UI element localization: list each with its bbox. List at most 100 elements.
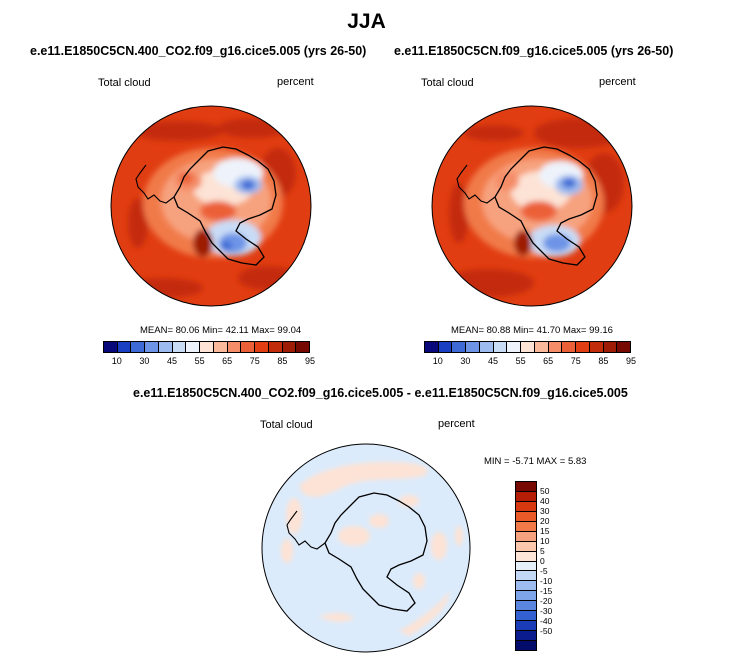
panel-1-title: e.e11.E1850C5CN.400_CO2.f09_g16.cice5.00… bbox=[30, 44, 367, 58]
colorbar-swatch bbox=[521, 342, 535, 352]
colorbar-tick-label: -5 bbox=[540, 566, 548, 576]
panel-2-units-label: percent bbox=[599, 76, 636, 88]
panel-1-max-value: 99.04 bbox=[277, 325, 302, 336]
colorbar-tick-label: 75 bbox=[249, 356, 260, 366]
colorbar-tick-label: -15 bbox=[540, 586, 553, 596]
colorbar-swatch bbox=[516, 601, 536, 612]
colorbar-swatch bbox=[172, 342, 187, 352]
panel-2-variable-label: Total cloud bbox=[421, 77, 474, 89]
colorbar-swatch bbox=[255, 342, 269, 352]
diff-polar-map bbox=[261, 443, 471, 653]
colorbar-swatch bbox=[516, 571, 536, 582]
colorbar-swatch bbox=[617, 342, 631, 352]
colorbar-tick-label: -50 bbox=[540, 626, 553, 636]
colorbar-swatch bbox=[516, 641, 536, 650]
colorbar-tick-label: 40 bbox=[540, 496, 550, 506]
colorbar-swatch bbox=[104, 342, 118, 352]
colorbar-swatch bbox=[296, 342, 310, 352]
diff-max-label: MAX = bbox=[536, 456, 566, 467]
diff-min-label: MIN = bbox=[484, 456, 510, 467]
colorbar-tick-label: 95 bbox=[304, 356, 316, 366]
panel-2-max-value: 99.16 bbox=[589, 325, 613, 336]
panel-2-title: e.e11.E1850C5CN.f09_g16.cice5.005 (yrs 2… bbox=[394, 44, 674, 58]
colorbar-tick-label: 15 bbox=[540, 526, 550, 536]
panel-2-mean-label: MEAN= bbox=[451, 325, 484, 336]
colorbar-tick-label: 85 bbox=[598, 356, 609, 366]
panel-1-units-label: percent bbox=[277, 76, 314, 88]
colorbar-swatch bbox=[479, 342, 494, 352]
panel-2-max-label: Max= bbox=[562, 325, 587, 336]
panel-1-colorbar-ticks: 10 30 45 55 65 75 85 95 bbox=[103, 356, 315, 368]
colorbar-tick-label: 45 bbox=[487, 356, 499, 366]
colorbar-swatch bbox=[131, 342, 146, 352]
diff-units-label: percent bbox=[438, 418, 475, 430]
diff-min-value: -5.71 bbox=[512, 456, 534, 467]
colorbar-swatch bbox=[603, 342, 618, 352]
colorbar-swatch bbox=[200, 342, 214, 352]
colorbar-swatch bbox=[452, 342, 467, 352]
colorbar-swatch bbox=[516, 531, 536, 542]
colorbar-swatch bbox=[158, 342, 173, 352]
colorbar-swatch bbox=[227, 342, 242, 352]
colorbar-tick-label: 65 bbox=[222, 356, 233, 366]
panel-1-mean-value: 80.06 bbox=[175, 325, 200, 336]
colorbar-tick-label: 30 bbox=[139, 356, 150, 366]
main-title: JJA bbox=[347, 10, 386, 33]
colorbar-swatch bbox=[117, 342, 132, 352]
colorbar-tick-label: -20 bbox=[540, 596, 553, 606]
colorbar-swatch bbox=[516, 611, 536, 622]
colorbar-swatch bbox=[282, 342, 297, 352]
panel-1-min-label: Min= bbox=[202, 325, 223, 336]
colorbar-swatch bbox=[516, 561, 536, 572]
colorbar-swatch bbox=[516, 541, 536, 552]
colorbar-swatch bbox=[562, 342, 577, 352]
colorbar-tick-label: 75 bbox=[570, 356, 581, 366]
panel-1-colorbar bbox=[103, 341, 310, 353]
colorbar-swatch bbox=[438, 342, 453, 352]
colorbar-swatch bbox=[516, 491, 536, 502]
panel-2-polar-map bbox=[431, 105, 633, 307]
colorbar-tick-label: 0 bbox=[540, 556, 545, 566]
colorbar-tick-label: 10 bbox=[432, 356, 443, 366]
colorbar-swatch bbox=[268, 342, 283, 352]
panel-1-mean-label: MEAN= bbox=[140, 325, 173, 336]
colorbar-tick-label: 95 bbox=[625, 356, 637, 366]
colorbar-swatch bbox=[534, 342, 549, 352]
colorbar-swatch bbox=[145, 342, 159, 352]
colorbar-tick-label: 5 bbox=[540, 546, 545, 556]
diff-max-value: 5.83 bbox=[567, 456, 587, 467]
colorbar-tick-label: 30 bbox=[540, 506, 550, 516]
panel-1-max-label: Max= bbox=[251, 325, 275, 336]
colorbar-tick-label: 10 bbox=[540, 536, 550, 546]
panel-1-stats: MEAN= 80.06 Min= 42.11 Max= 99.04 bbox=[140, 325, 301, 336]
colorbar-swatch bbox=[516, 551, 536, 562]
colorbar-tick-label: 45 bbox=[166, 356, 178, 366]
colorbar-swatch bbox=[576, 342, 590, 352]
diff-stats: MIN = -5.71 MAX = 5.83 bbox=[484, 456, 586, 467]
panel-1-polar-map bbox=[110, 105, 312, 307]
colorbar-tick-label: 55 bbox=[194, 356, 205, 366]
colorbar-swatch bbox=[516, 581, 536, 592]
panel-2-colorbar-ticks: 10 30 45 55 65 75 85 95 bbox=[424, 356, 636, 368]
colorbar-tick-label: 85 bbox=[277, 356, 288, 366]
colorbar-swatch bbox=[516, 511, 536, 522]
panel-2-min-label: Min= bbox=[513, 325, 534, 336]
panel-1-variable-label: Total cloud bbox=[98, 77, 151, 89]
colorbar-swatch bbox=[493, 342, 508, 352]
panel-2-colorbar bbox=[424, 341, 631, 353]
diff-variable-label: Total cloud bbox=[260, 419, 313, 431]
colorbar-swatch bbox=[507, 342, 522, 352]
colorbar-swatch bbox=[516, 591, 536, 602]
colorbar-tick-label: -10 bbox=[540, 576, 553, 586]
colorbar-swatch bbox=[516, 631, 536, 641]
colorbar-tick-label: -40 bbox=[540, 616, 553, 626]
colorbar-swatch bbox=[548, 342, 563, 352]
colorbar-tick-label: 65 bbox=[543, 356, 554, 366]
colorbar-tick-label: -30 bbox=[540, 606, 553, 616]
panel-2-min-value: 41.70 bbox=[536, 325, 561, 336]
colorbar-tick-label: 50 bbox=[540, 486, 550, 496]
panel-2-mean-value: 80.88 bbox=[486, 325, 511, 336]
colorbar-tick-label: 10 bbox=[111, 356, 122, 366]
colorbar-tick-label: 20 bbox=[540, 516, 550, 526]
diff-colorbar bbox=[515, 481, 537, 651]
